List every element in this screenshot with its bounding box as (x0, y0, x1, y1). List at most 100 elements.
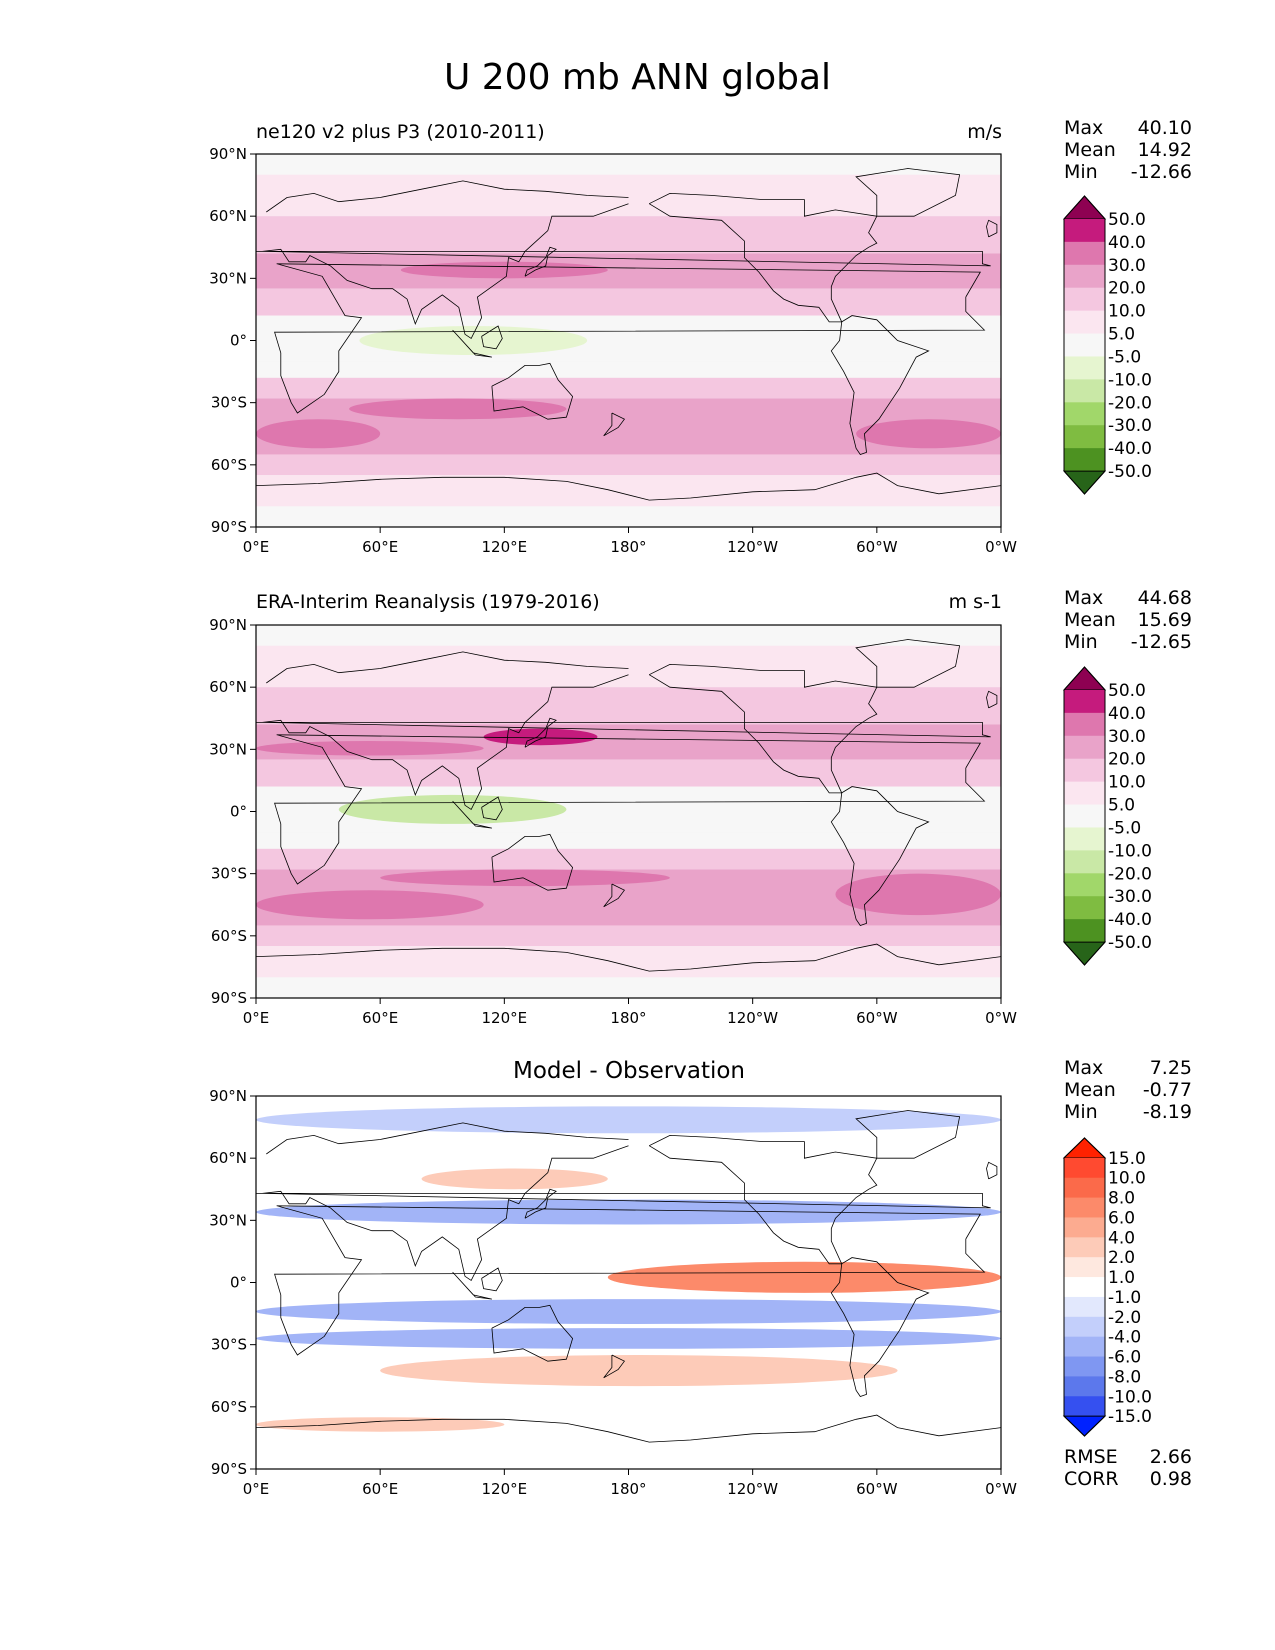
panel2-units: m s-1 (948, 591, 1002, 613)
lat-tick-label: 0° (230, 803, 247, 821)
colorbar-label: 10.0 (1108, 1169, 1146, 1189)
lat-tick-label: 30°N (209, 1211, 247, 1229)
colorbar-swatch (1064, 919, 1105, 943)
coastline (491, 1304, 574, 1362)
lat-tick-label: 90°S (211, 518, 247, 536)
stat-label: Mean (1064, 609, 1116, 631)
lon-tick-label: 0°W (985, 538, 1017, 556)
stat-label: Mean (1064, 1079, 1116, 1101)
colorbar-swatch (1064, 804, 1105, 828)
coastline (491, 362, 574, 420)
stat-value: 0.98 (1149, 1468, 1192, 1490)
colorbar-swatch (1064, 1277, 1105, 1298)
colorbar-label: -10.0 (1108, 370, 1152, 390)
stat-value: -0.77 (1142, 1079, 1192, 1101)
colorbar-label: -10.0 (1108, 841, 1152, 861)
coastline (986, 690, 998, 709)
coastline (256, 1145, 991, 1281)
stat-value: 40.10 (1137, 117, 1192, 139)
lat-tick-label: 60°S (211, 1398, 247, 1416)
stat-label: Min (1064, 1101, 1098, 1123)
coastline (830, 1257, 930, 1397)
lat-tick-label: 0° (230, 332, 247, 350)
colorbar-swatch (1064, 1396, 1105, 1417)
colorbar-swatch (1064, 1336, 1105, 1358)
contour-feature (256, 1199, 1001, 1225)
coastline (524, 246, 557, 277)
colorbar-label: 10.0 (1108, 773, 1146, 793)
colorbar-swatch (1064, 735, 1105, 760)
colorbar-swatch (1064, 218, 1105, 243)
coastline (274, 1205, 986, 1356)
lon-tick-label: 120°E (482, 538, 528, 556)
zonal-band (256, 361, 1001, 378)
coastline (986, 219, 998, 238)
stat-label: RMSE (1064, 1446, 1118, 1468)
colorbar-extend-min (1062, 941, 1107, 966)
stat-label: Min (1064, 161, 1098, 183)
contour-feature (256, 890, 484, 920)
lon-tick-label: 120°W (727, 538, 778, 556)
lon-tick-label: 0°W (985, 1009, 1017, 1027)
colorbar-swatch (1064, 1257, 1105, 1278)
colorbar-label: 20.0 (1108, 750, 1146, 770)
stat-value: -8.19 (1142, 1101, 1192, 1123)
colorbar-swatch (1064, 310, 1105, 335)
colorbar-label: -2.0 (1108, 1308, 1141, 1328)
colorbar-label: 5.0 (1108, 325, 1135, 345)
colorbar-extend-max (1062, 666, 1107, 691)
figure-title: U 200 mb ANN global (443, 57, 832, 98)
lat-tick-label: 90°N (209, 616, 247, 634)
lon-tick-label: 60°E (362, 1480, 398, 1498)
stat-label: Max (1064, 587, 1104, 609)
lat-tick-label: 30°N (209, 740, 247, 758)
colorbar-swatch (1064, 827, 1105, 851)
coastline (274, 263, 986, 414)
zonal-band (256, 832, 1001, 849)
colorbar-label: 5.0 (1108, 796, 1135, 816)
colorbar-label: 30.0 (1108, 256, 1146, 276)
zonal-band (256, 645, 1001, 688)
contour-feature (607, 1261, 1001, 1293)
colorbar-label: 2.0 (1108, 1248, 1135, 1268)
stat-value: -12.66 (1130, 161, 1192, 183)
lat-tick-label: 60°S (211, 927, 247, 945)
colorbar-swatch (1064, 758, 1105, 783)
lon-tick-label: 0°E (243, 1480, 270, 1498)
stat-value: 44.68 (1137, 587, 1192, 609)
colorbar-extend-min (1062, 1415, 1107, 1437)
colorbar-swatch (1064, 1177, 1105, 1199)
colorbar-swatch (1064, 896, 1105, 920)
panel3-footer-stats: RMSE 2.66 CORR 0.98 (1064, 1446, 1192, 1490)
lon-tick-label: 0°E (243, 1009, 270, 1027)
lon-tick-label: 180° (610, 538, 646, 556)
coastline (256, 203, 991, 339)
lon-tick-label: 60°E (362, 538, 398, 556)
colorbar-swatch (1064, 425, 1105, 449)
colorbar-label: 40.0 (1108, 233, 1146, 253)
lon-tick-label: 120°E (482, 1009, 528, 1027)
map-panel-1: 0°E 60°E 120°E 180° 120°W 60°W 0°W 90°N 60°N 30°N… (209, 145, 1017, 556)
coastline (274, 734, 986, 885)
zonal-band (256, 687, 1001, 725)
coastline (855, 1110, 961, 1159)
zonal-band (256, 946, 1001, 978)
colorbar-label: 6.0 (1108, 1208, 1135, 1228)
zonal-band (256, 475, 1001, 507)
contour-feature (380, 1355, 898, 1387)
colorbar-label: 50.0 (1108, 210, 1146, 230)
lon-tick-label: 0°E (243, 538, 270, 556)
lon-tick-label: 180° (610, 1480, 646, 1498)
panel2-stats: Max 44.68 Mean 15.69 Min -12.65 (1064, 587, 1192, 653)
coastline (648, 663, 878, 794)
coastline (830, 786, 930, 926)
lat-tick-label: 30°S (211, 865, 247, 883)
contour-feature (359, 325, 588, 356)
coastline (452, 1271, 492, 1300)
coastline (648, 192, 878, 323)
colorbar-label: -5.0 (1108, 818, 1141, 838)
colorbar-label: 40.0 (1108, 704, 1146, 724)
colorbar-swatch (1064, 1356, 1105, 1377)
contour-feature (856, 419, 1001, 449)
contour-feature (256, 1299, 1001, 1324)
